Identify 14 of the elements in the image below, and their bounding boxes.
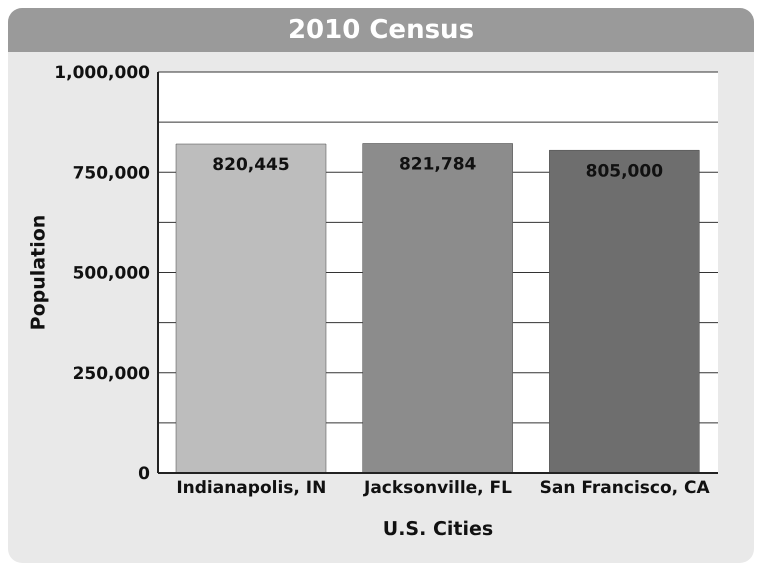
data-label: 821,784 — [398, 154, 477, 175]
y-tick-label: 500,000 — [72, 264, 150, 284]
y-tick-label: 0 — [138, 464, 150, 484]
y-tick-label: 1,000,000 — [54, 63, 150, 84]
data-label: 805,000 — [586, 161, 664, 182]
y-tick-label: 250,000 — [72, 364, 150, 384]
y-axis-title: Population — [28, 214, 50, 330]
x-tick-label: San Francisco, CA — [540, 478, 711, 498]
x-tick-label: Indianapolis, IN — [176, 478, 326, 498]
data-label: 820,445 — [212, 155, 290, 176]
y-tick-label: 750,000 — [72, 163, 150, 184]
x-axis-title: U.S. Cities — [382, 518, 494, 540]
chart-title: 2010 Census — [8, 8, 754, 52]
x-tick-label: Jacksonville, FL — [363, 478, 512, 498]
